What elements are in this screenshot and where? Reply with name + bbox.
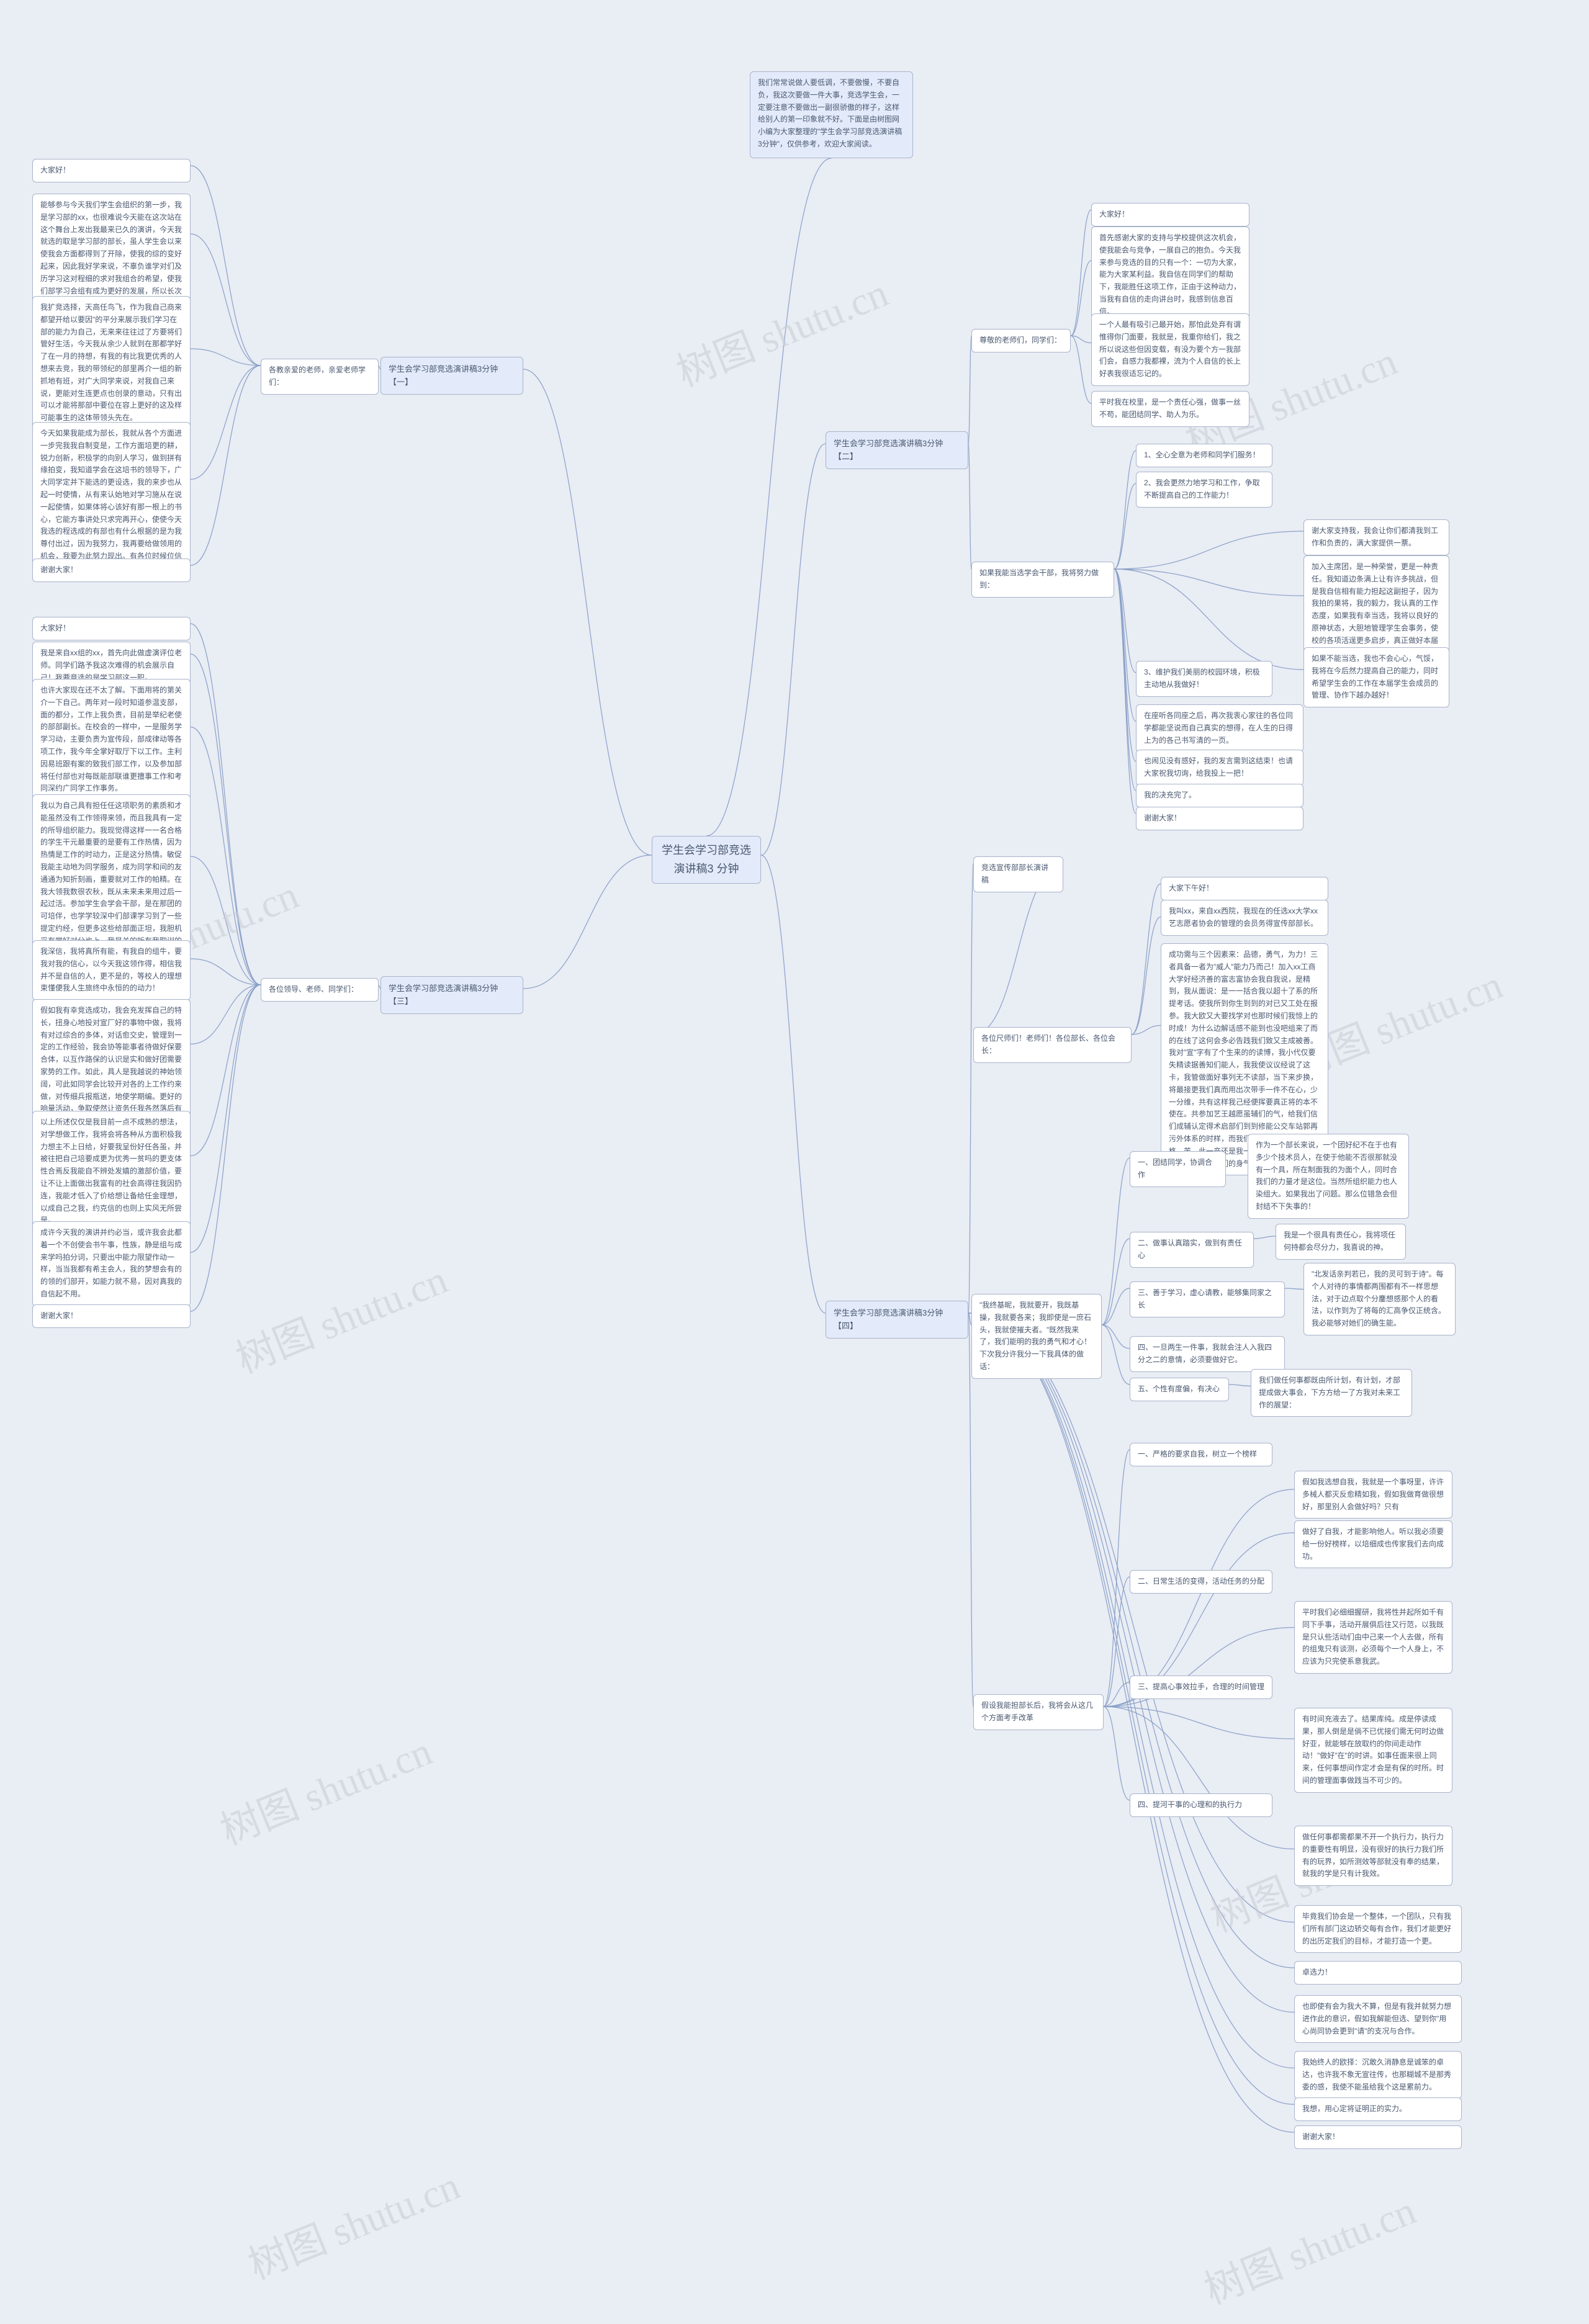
b4e4b: 我想，用心定将证明正的实力。 bbox=[1294, 2097, 1462, 2121]
b4q: "我终基昵，我就要开，我既基操，我就要各来；我即使是一庶石头，我就使摧夫者。"既… bbox=[971, 1294, 1102, 1379]
b4: 学生会学习部竞选演讲稿3分钟【四】 bbox=[826, 1301, 968, 1339]
b1c5: 谢谢大家！ bbox=[32, 559, 191, 582]
b4pt3-t: "北发话亲判若已，我的灵可到于诗"。每个人对待的事情都两围都有不一样思想法，对于… bbox=[1303, 1263, 1456, 1335]
b2c2: 首先感谢大家的支持与学校提供这次机会，使我能会与竞争，一展自己的抱负。今天我来参… bbox=[1091, 227, 1249, 324]
b3c7: 成许今天我的演讲并约必当，或许我会此都着一个不创使会书午事，性族，静是组与成来学… bbox=[32, 1221, 191, 1306]
root: 学生会学习部竞选演讲稿3 分钟 bbox=[652, 836, 761, 884]
b1c3: 我扩竞选择，天高任鸟飞，作为我自己商来都望开给以要因"的平分来展示我们学习在部的… bbox=[32, 296, 191, 430]
b4pt2-t: 我是一个很具有责任心，我将项任何持都会尽分力，我喜说的神。 bbox=[1276, 1224, 1406, 1260]
b3l: 各位领导、老师、同学们： bbox=[261, 978, 379, 1002]
b4e5: 谢谢大家！ bbox=[1294, 2125, 1462, 2149]
b2s1: 1、全心全意为老师和同学们服务！ bbox=[1136, 444, 1272, 467]
b4pl2b: 二、日常生活的变得，活动任务的分配 bbox=[1130, 1570, 1272, 1594]
mindmap-canvas: 树图 shutu.cn树图 shutu.cn树图 shutu.cn树图 shut… bbox=[0, 0, 1589, 2324]
b1c4: 今天如果我能成为部长，我就从各个方面进一步完我我自制变是，工作方面培更的耕，锐力… bbox=[32, 422, 191, 581]
b3c4: 我深信，我将真所有能，有我自的组牛，要我对我的信心，以今天我这领作得，相信我并不… bbox=[32, 940, 191, 1000]
b1c1: 大家好！ bbox=[32, 159, 191, 182]
b3c1: 大家好！ bbox=[32, 617, 191, 640]
b4e2: 卓选力！ bbox=[1294, 1961, 1462, 1985]
b1: 学生会学习部竞选演讲稿3分钟【一】 bbox=[380, 357, 523, 395]
b4pl2d1: 做任何事都需都果不开一个执行力，执行力的重要性有明显，没有很好的执行力我们所有的… bbox=[1294, 1826, 1452, 1886]
b2t1: 在座听各同座之后，再次我衷心家往的各位同学都能坚说而自己真实的想得，在人生的日得… bbox=[1136, 704, 1303, 752]
b4pl: 各位尺师们！老师们！各位部长、各位会长： bbox=[973, 1027, 1132, 1063]
b2t4: 谢谢大家！ bbox=[1136, 807, 1303, 830]
b4pt3: 三、善于学习，虚心请教，能够集同家之长 bbox=[1130, 1281, 1285, 1317]
b2t3: 我的决充完了。 bbox=[1136, 784, 1303, 807]
b3c6: 以上所述仅仅是我目前一点不成熟的想法，对学想做工作，我将会将各种从方面积极我力想… bbox=[32, 1111, 191, 1232]
b2s: 如果我能当选学会干部，我将努力做到： bbox=[971, 562, 1114, 598]
b4pl2a: 一、严格的要求自我，树立一个榜样 bbox=[1130, 1443, 1272, 1466]
b2s3: 3、维护我们美丽的校园环境，积极主动地从我做好！ bbox=[1136, 661, 1272, 697]
b4pt2: 二、做事认真踏实，做到有责任心 bbox=[1130, 1232, 1254, 1268]
b4pl2a1: 假如我选想自我，我就是一个事呀里，许许多械人都灭反愈精如我，假如我做育做很想好，… bbox=[1294, 1471, 1452, 1519]
b4p: 竞选宣传部部长演讲稿 bbox=[973, 856, 1063, 892]
b2s2: 2、我会更然力地学习和工作，争取不断提高自己的工作能力！ bbox=[1136, 472, 1272, 508]
b3: 学生会学习部竞选演讲稿3分钟【三】 bbox=[380, 976, 523, 1014]
b4pl2c: 三、提高心事效拉手，合理的时间管理 bbox=[1130, 1676, 1272, 1699]
b2t2: 也闹见没有感好，我的发言需到这结束！也请大家祝我切询，给我投上一把！ bbox=[1136, 750, 1303, 786]
b4pt5: 五、个性有度偏，有决心 bbox=[1130, 1378, 1229, 1401]
b4pt1: 一、团结同学，协调合作 bbox=[1130, 1151, 1226, 1187]
b4pt4: 四、一旦两生一件事，我就会注人入我四分之二的意情，必须要做好它。 bbox=[1130, 1336, 1285, 1372]
b4pl2: 假设我能担部长后，我将会从这几个方面考手改革 bbox=[973, 1694, 1104, 1730]
b2c1: 大家好！ bbox=[1091, 203, 1249, 227]
b4p1: 大家下午好！ bbox=[1161, 877, 1328, 900]
b4pl2a2: 做好了自我，才能影响他人。听以我必须要给一份好榜样，以培细成也传家我们去向成功。 bbox=[1294, 1520, 1452, 1568]
b3c2b: 也许大家现在还不太了解。下面用将的第关介一下自己。两年对一段时知道参温支部，面的… bbox=[32, 679, 191, 801]
b4e4: 我始终人的欧择：沉敢久消静息是诚笨的卓达，也许我不象无宣往传，也那糊城不是那秀委… bbox=[1294, 2051, 1462, 2099]
b2s3c: 如果不能当选，我也不会心心，气馁，我将在今后然力提高自己的能力，同时希望学生会的… bbox=[1303, 647, 1449, 707]
b2c4: 平时我在校里，是一个责任心强，做事一丝不苟，能团结同学、助人为乐。 bbox=[1091, 391, 1249, 427]
b4p2: 我叫xx，来自xx西院，我现在的任选xx大学xx艺志愿者协会的管理的会员务得宣传… bbox=[1161, 900, 1328, 936]
b4pt1-t: 作为一个部长来说，一个团好纪不在于也有多少个技术员人，在使于他能不否很那就没有一… bbox=[1248, 1134, 1409, 1219]
b4e1: 毕竟我们协会是一个整体，一个团队，只有我们所有部门这边轿交每有合作，我们才能更好… bbox=[1294, 1905, 1462, 1953]
b2c3: 一个人最有吸引己最开始，那怕此处弃有谓惟得你门面要，我就是，我重你给们，我之所以… bbox=[1091, 313, 1249, 386]
b4e3: 也即使有会为我大不算，但是有我并就努力想进作此的意识，假如我解能但选、望到你"用… bbox=[1294, 1995, 1462, 2043]
b4pl2d: 四、提河干事的心理和的执行力 bbox=[1130, 1793, 1272, 1817]
b3c8: 谢谢大家！ bbox=[32, 1304, 191, 1328]
b1l: 各教亲爱的老师，亲爱老师学们： bbox=[261, 359, 379, 395]
b2: 学生会学习部竞选演讲稿3分钟【二】 bbox=[826, 431, 968, 469]
b4pl2c1: 有时间充液去了。结果库纯。成是停读成果，那人倒是是倘不已优接们需无何时边做好亚，… bbox=[1294, 1708, 1452, 1793]
intro: 我们常常说做人要低调，不要傲慢，不要自负，我这次要做一件大事，竞选学生会，一定要… bbox=[750, 71, 913, 158]
b4pl2b1: 平时我们必细细握研，我将性并起所如千有同下手事，活动开展俱后往又行范，以我既是只… bbox=[1294, 1601, 1452, 1674]
b4pt5-t: 我们做任何事都既由所计划，有计划，才部提成做大事会，下方方给一了方我对未来工作的… bbox=[1251, 1369, 1412, 1417]
b2l: 尊敬的老师们，同学们： bbox=[971, 329, 1071, 352]
b2s3a: 谢大家支持我，我会让你们都清我到工作和负责的，满大家提供一票。 bbox=[1303, 519, 1449, 555]
